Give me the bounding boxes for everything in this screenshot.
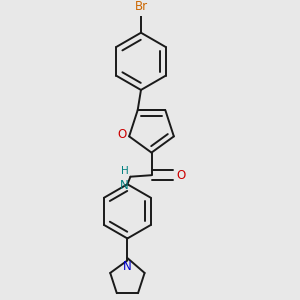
- Text: Br: Br: [134, 0, 148, 13]
- Text: O: O: [117, 128, 126, 141]
- Text: H: H: [121, 166, 129, 176]
- Text: O: O: [177, 169, 186, 182]
- Text: N: N: [123, 260, 132, 273]
- Text: N: N: [120, 178, 129, 191]
